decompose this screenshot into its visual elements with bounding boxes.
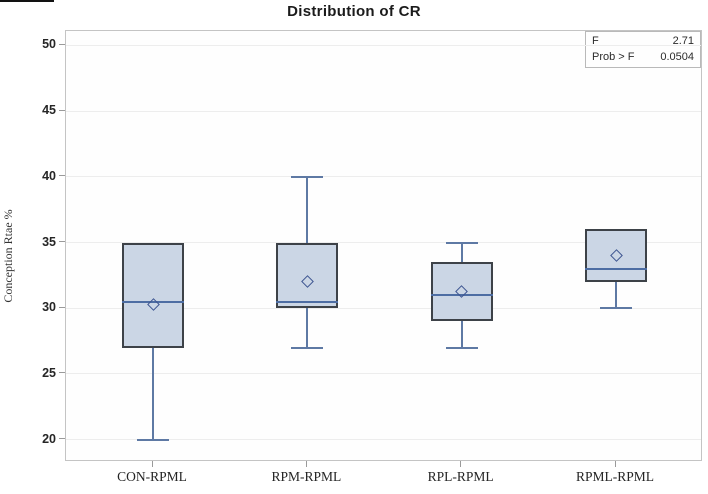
y-tick-20 (59, 438, 65, 440)
box-CON-RPML (122, 242, 184, 348)
gridline-y-20 (66, 439, 701, 441)
y-axis-label: Conception Rtae % (1, 209, 15, 303)
y-tick-label-45: 45 (42, 103, 56, 118)
y-tick-label-25: 25 (42, 365, 56, 380)
y-tick-40 (59, 175, 65, 177)
x-tick-RPML-RPML (614, 461, 616, 467)
box-RPM-RPML (276, 242, 339, 309)
y-tick-label-40: 40 (42, 168, 56, 183)
whisker-cap-low-RPM-RPML (291, 346, 324, 349)
x-tick-label-RPM-RPML: RPM-RPML (271, 469, 342, 484)
box-RPL-RPML (430, 262, 493, 322)
y-tick-30 (59, 306, 65, 308)
x-tick-RPM-RPML (305, 461, 307, 467)
box-RPML-RPML (585, 229, 647, 282)
whisker-high-RPM-RPML (306, 176, 309, 243)
median-RPM-RPML (276, 300, 339, 303)
y-tick-label-35: 35 (42, 234, 56, 249)
median-RPL-RPML (430, 294, 493, 297)
plot-area: F 2.71 Prob > F 0.0504 (65, 30, 702, 461)
stats-row-f: F 2.71 (592, 34, 694, 50)
top-edge-artifact (0, 0, 54, 2)
whisker-high-RPL-RPML (460, 242, 463, 263)
whisker-low-CON-RPML (152, 347, 154, 440)
gridline-y-35 (66, 242, 701, 244)
median-RPML-RPML (585, 267, 647, 270)
whisker-cap-low-CON-RPML (137, 438, 169, 441)
stats-f-value: 2.71 (672, 35, 694, 47)
stats-box: F 2.71 Prob > F 0.0504 (585, 31, 701, 68)
whisker-cap-high-RPL-RPML (445, 241, 478, 244)
gridline-y-45 (66, 110, 701, 112)
y-tick-label-50: 50 (42, 37, 56, 52)
whisker-low-RPML-RPML (615, 281, 617, 309)
x-tick-CON-RPML (151, 461, 153, 467)
x-tick-label-RPML-RPML: RPML-RPML (575, 469, 655, 484)
whisker-cap-low-RPL-RPML (445, 346, 478, 349)
x-tick-label-RPL-RPML: RPL-RPML (427, 469, 494, 484)
gridline-y-40 (66, 176, 701, 178)
y-tick-35 (59, 241, 65, 243)
y-tick-label-30: 30 (42, 300, 56, 315)
whisker-cap-low-RPML-RPML (600, 307, 632, 310)
x-tick-label-CON-RPML: CON-RPML (117, 469, 187, 484)
gridline-y-25 (66, 373, 701, 375)
stats-prob-label: Prob > F (592, 50, 635, 63)
whisker-low-RPL-RPML (460, 321, 463, 348)
whisker-low-RPM-RPML (306, 308, 309, 348)
median-CON-RPML (122, 300, 184, 303)
y-tick-50 (59, 43, 65, 45)
stats-prob-value: 0.0504 (660, 50, 694, 63)
stats-f-label: F (592, 35, 599, 47)
x-tick-RPL-RPML (460, 461, 462, 467)
stats-row-prob: Prob > F 0.0504 (592, 50, 694, 66)
gridline-y-30 (66, 307, 701, 309)
y-tick-45 (59, 109, 65, 111)
y-tick-25 (59, 372, 65, 374)
gridline-y-50 (66, 44, 701, 46)
y-tick-label-20: 20 (42, 431, 56, 446)
chart-title: Distribution of CR (287, 3, 421, 20)
whisker-cap-high-RPM-RPML (291, 175, 324, 178)
